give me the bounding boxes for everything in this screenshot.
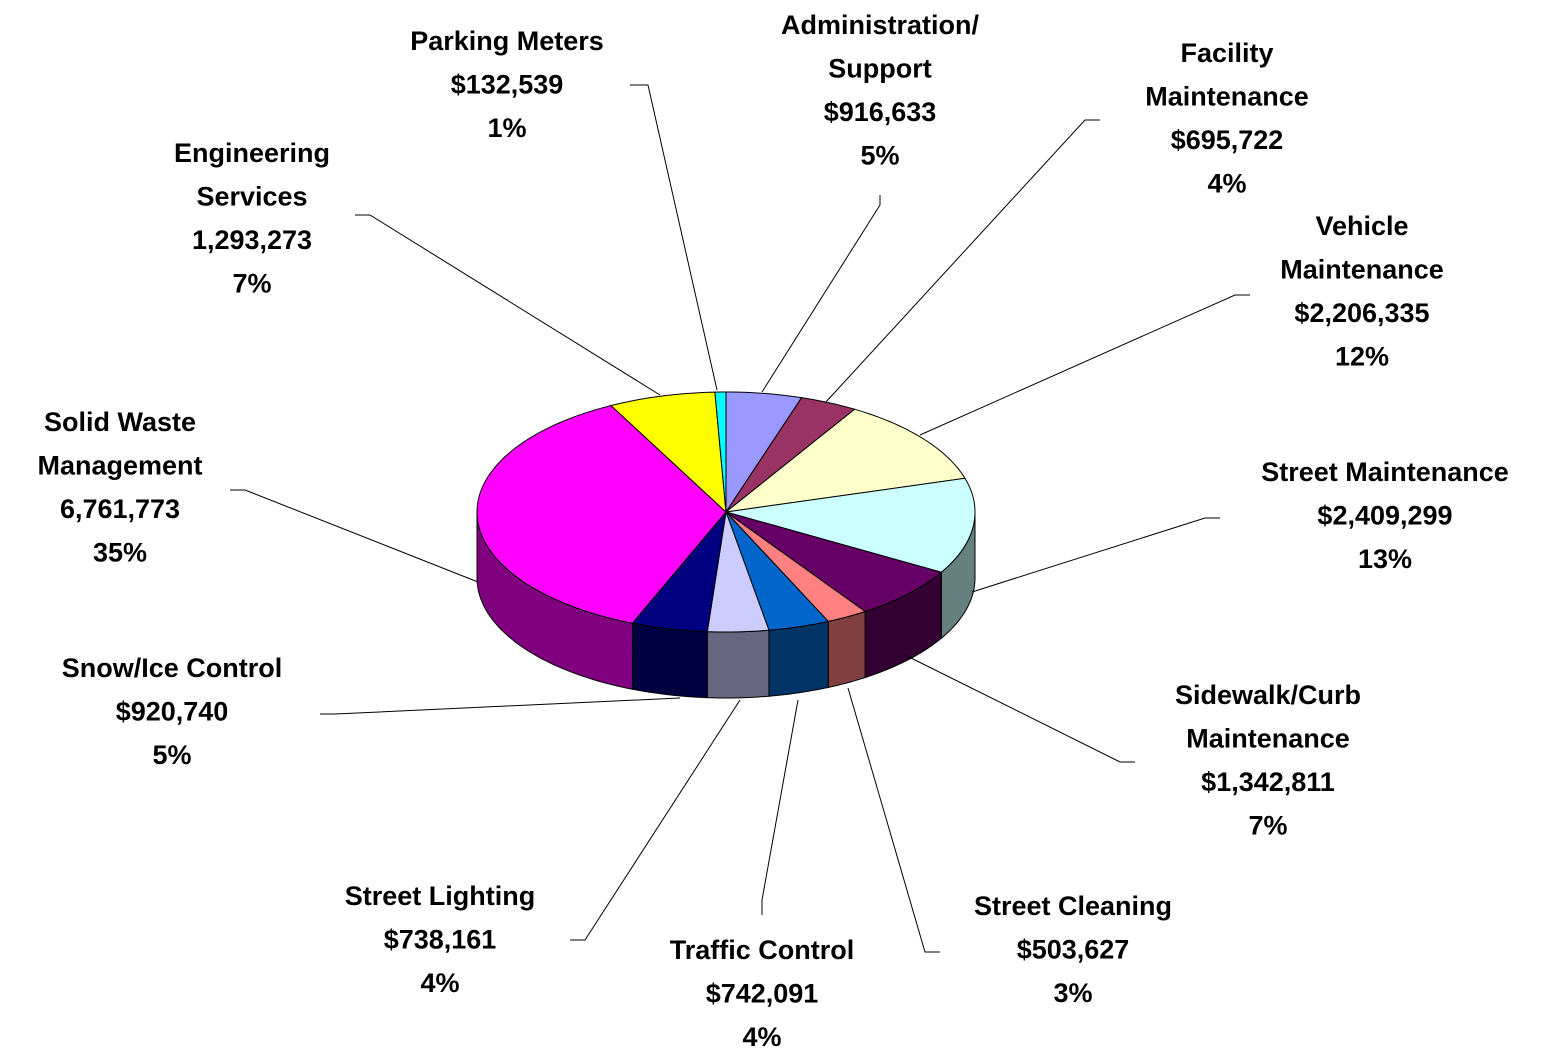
slice xyxy=(706,511,770,633)
slice-side xyxy=(827,610,866,689)
slice xyxy=(725,477,976,573)
slice-label: Vehicle xyxy=(1315,211,1408,241)
value-label: $695,722 xyxy=(1171,125,1284,155)
value-label: $738,161 xyxy=(384,925,497,955)
leader-line xyxy=(761,699,799,915)
leader-line xyxy=(971,517,1220,593)
leader-line xyxy=(761,195,881,393)
slice-label: Facility xyxy=(1180,38,1273,68)
leader-line xyxy=(824,119,1100,404)
percent-label: 12% xyxy=(1335,342,1389,372)
slice xyxy=(725,511,943,613)
slice-label: Street Lighting xyxy=(345,881,536,911)
slice-label: Services xyxy=(196,182,307,212)
slice-label: Management xyxy=(37,451,202,481)
slice-side xyxy=(768,620,829,697)
value-label: $1,342,811 xyxy=(1201,767,1335,797)
slice-label: Traffic Control xyxy=(670,935,855,965)
slice-label: Maintenance xyxy=(1280,255,1444,285)
slice xyxy=(631,510,727,633)
leader-line xyxy=(847,687,940,953)
percent-label: 4% xyxy=(742,1022,781,1052)
slice-label: Maintenance xyxy=(1145,82,1309,112)
slice xyxy=(609,391,727,514)
value-label: $503,627 xyxy=(1017,935,1130,965)
leader-line xyxy=(630,84,718,391)
leader-line xyxy=(904,654,1135,763)
value-label: $742,091 xyxy=(706,979,819,1009)
value-label: $916,633 xyxy=(824,97,937,127)
value-label: $132,539 xyxy=(451,70,564,100)
slice-label: Sidewalk/Curb xyxy=(1175,680,1361,710)
slice xyxy=(476,405,727,624)
value-label: $2,206,335 xyxy=(1294,298,1429,328)
percent-label: 5% xyxy=(152,740,191,770)
percent-label: 3% xyxy=(1053,978,1092,1008)
percent-label: 1% xyxy=(487,113,526,143)
slice-side xyxy=(706,629,770,699)
leader-line xyxy=(355,214,661,396)
slice-label: Street Cleaning xyxy=(974,891,1172,921)
slice-side xyxy=(631,622,708,699)
slice xyxy=(725,397,856,513)
percent-label: 7% xyxy=(232,269,271,299)
slice xyxy=(725,511,830,631)
percent-label: 35% xyxy=(93,538,147,568)
value-label: 6,761,773 xyxy=(60,494,180,524)
slice-label: Snow/Ice Control xyxy=(62,653,283,683)
slice-label: Administration/ xyxy=(781,10,980,40)
leader-line xyxy=(320,697,681,715)
percent-label: 7% xyxy=(1248,811,1287,841)
percent-label: 13% xyxy=(1358,544,1412,574)
slice-label: Support xyxy=(828,54,931,84)
slice-label: Maintenance xyxy=(1186,724,1350,754)
leader-line xyxy=(919,294,1250,436)
slice-label: Solid Waste xyxy=(44,407,196,437)
slice xyxy=(714,391,727,513)
slice-label: Engineering xyxy=(174,138,330,168)
slice-label: Street Maintenance xyxy=(1261,457,1509,487)
percent-label: 4% xyxy=(1207,169,1246,199)
percent-label: 5% xyxy=(860,141,899,171)
slice xyxy=(725,511,867,622)
leader-line xyxy=(230,489,479,583)
slice xyxy=(725,391,803,514)
slice-label: Parking Meters xyxy=(410,26,604,56)
value-label: 1,293,273 xyxy=(192,225,312,255)
value-label: $920,740 xyxy=(116,697,229,727)
leader-line xyxy=(570,699,741,941)
percent-label: 4% xyxy=(420,968,459,998)
value-label: $2,409,299 xyxy=(1317,501,1452,531)
